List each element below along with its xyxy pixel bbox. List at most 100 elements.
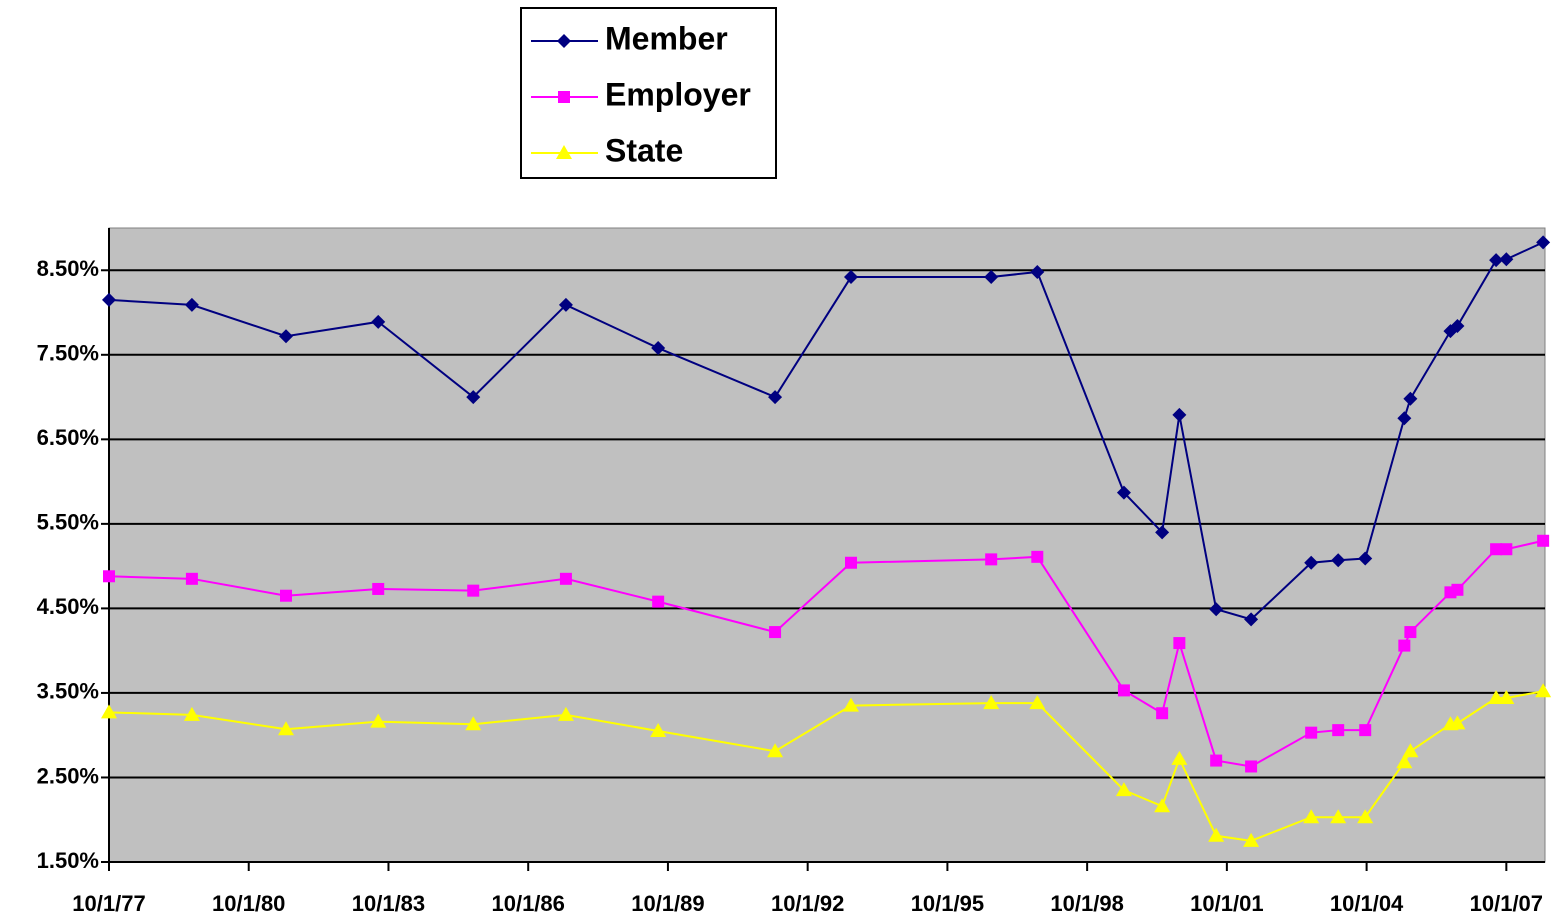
marker <box>1537 534 1550 547</box>
marker <box>279 589 292 602</box>
marker <box>1115 782 1132 797</box>
marker <box>1397 411 1412 426</box>
marker <box>1210 754 1223 767</box>
marker <box>1244 612 1259 627</box>
marker <box>651 341 666 356</box>
marker <box>768 390 783 405</box>
series-line <box>108 539 1544 768</box>
x-tick-label: 10/1/83 <box>352 891 425 916</box>
x-tick-label: 10/1/80 <box>212 891 285 916</box>
marker <box>559 572 572 585</box>
marker <box>1451 583 1464 596</box>
marker <box>371 314 386 329</box>
marker <box>1029 695 1046 710</box>
x-tick-label: 10/1/07 <box>1470 891 1543 916</box>
series-line <box>108 241 1544 621</box>
marker <box>983 695 1000 710</box>
marker <box>1358 551 1373 566</box>
marker <box>1304 555 1319 570</box>
marker <box>466 390 481 405</box>
marker <box>1208 827 1225 842</box>
marker <box>1155 525 1170 540</box>
marker <box>1030 264 1045 279</box>
marker <box>844 556 857 569</box>
x-tick-label: 10/1/89 <box>631 891 704 916</box>
marker <box>1359 724 1372 737</box>
marker <box>1404 626 1417 639</box>
marker <box>1499 252 1514 267</box>
marker <box>1498 690 1515 705</box>
marker <box>1398 639 1411 652</box>
y-tick-label: 7.50% <box>37 341 99 366</box>
plot-area <box>108 227 1546 863</box>
x-tick-label: 10/1/92 <box>771 891 844 916</box>
marker <box>1116 485 1131 500</box>
marker <box>1245 760 1258 773</box>
legend-marker <box>557 34 571 48</box>
y-tick-label: 3.50% <box>37 679 99 704</box>
marker <box>1450 319 1465 334</box>
x-tick-label: 10/1/95 <box>911 891 984 916</box>
legend: Member Employer State <box>520 7 777 179</box>
marker <box>103 570 115 583</box>
marker <box>1171 750 1188 765</box>
y-tick-label: 5.50% <box>37 510 99 535</box>
marker <box>1449 715 1466 730</box>
marker <box>465 716 482 731</box>
marker <box>767 743 784 758</box>
marker <box>1330 809 1347 824</box>
marker <box>769 626 782 639</box>
marker <box>278 329 293 344</box>
marker <box>1402 743 1419 758</box>
marker <box>1331 553 1346 568</box>
marker <box>1535 683 1552 698</box>
marker <box>184 297 199 312</box>
marker <box>370 713 387 728</box>
marker <box>843 270 858 285</box>
x-tick-label: 10/1/98 <box>1050 891 1123 916</box>
x-tick-label: 10/1/01 <box>1190 891 1263 916</box>
marker <box>985 553 998 566</box>
marker <box>1500 543 1513 556</box>
marker <box>102 292 116 307</box>
legend-marker <box>556 145 572 159</box>
marker <box>1303 809 1320 824</box>
y-tick-label: 4.50% <box>37 594 99 619</box>
marker <box>842 697 859 712</box>
marker <box>1357 809 1374 824</box>
marker <box>372 582 385 595</box>
legend-label: Member <box>605 20 728 56</box>
marker <box>1154 798 1171 813</box>
marker <box>1332 724 1345 737</box>
marker <box>984 270 999 285</box>
legend-marker <box>558 91 570 103</box>
marker <box>1209 602 1224 617</box>
marker <box>101 704 117 719</box>
x-tick-label: 10/1/04 <box>1330 891 1404 916</box>
marker <box>1403 391 1418 406</box>
marker <box>1117 684 1130 697</box>
marker <box>1489 253 1504 268</box>
marker <box>1156 707 1169 720</box>
marker <box>1488 690 1505 705</box>
marker <box>1305 726 1318 739</box>
x-tick-label: 10/1/77 <box>72 891 145 916</box>
legend-label: State <box>605 132 683 168</box>
y-tick-label: 2.50% <box>37 763 99 788</box>
legend-label: Employer <box>605 76 751 112</box>
marker <box>277 721 294 736</box>
marker <box>1173 637 1186 650</box>
y-tick-label: 8.50% <box>37 256 99 281</box>
marker <box>1172 407 1187 422</box>
marker <box>558 297 573 312</box>
x-tick-label: 10/1/86 <box>491 891 564 916</box>
y-tick-label: 1.50% <box>37 848 99 873</box>
marker <box>557 706 574 721</box>
marker <box>185 572 198 585</box>
marker <box>1243 832 1260 847</box>
marker <box>183 706 200 721</box>
marker <box>1396 754 1413 769</box>
marker <box>1031 550 1044 563</box>
marker <box>652 595 665 608</box>
